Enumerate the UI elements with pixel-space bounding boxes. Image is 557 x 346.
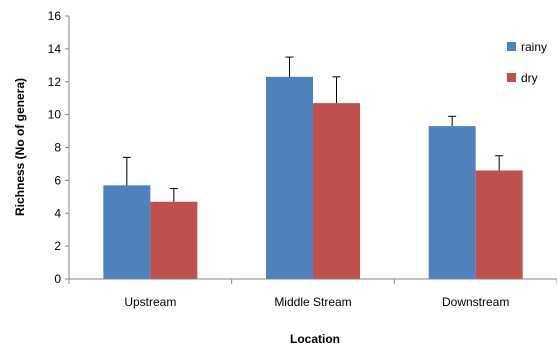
bar-dry-2	[475, 170, 523, 279]
y-tick-label: 0	[54, 272, 61, 286]
bar-dry-1	[313, 103, 360, 280]
y-tick-label: 2	[54, 239, 61, 253]
x-tick-label: Downstream	[442, 295, 509, 309]
y-tick-label: 6	[54, 173, 61, 187]
bar-rainy-1	[266, 76, 313, 279]
legend-swatch-rainy	[507, 42, 516, 51]
y-tick-label: 14	[48, 42, 62, 56]
y-axis-ticks: 0 2 4 6 8 10 12 14 16	[48, 9, 69, 286]
y-tick-label: 12	[48, 75, 62, 89]
y-tick-label: 8	[54, 141, 61, 155]
y-tick-label: 10	[48, 108, 62, 122]
legend: rainy dry	[507, 40, 547, 85]
bar-rainy-0	[103, 185, 151, 279]
plot-area	[103, 56, 523, 280]
x-axis-title: Location	[290, 332, 340, 346]
legend-label-rainy: rainy	[521, 40, 547, 54]
x-tick-label: Middle Stream	[274, 295, 351, 309]
x-tick-label: Upstream	[124, 295, 176, 309]
y-tick-label: 16	[48, 9, 62, 23]
legend-label-dry: dry	[521, 71, 538, 85]
x-axis-ticks: Upstream Middle Stream Downstream	[68, 279, 557, 309]
y-tick-label: 4	[54, 206, 61, 220]
bar-dry-0	[150, 201, 198, 279]
legend-swatch-dry	[507, 73, 516, 82]
y-axis-title: Richness (No of genera)	[13, 78, 27, 216]
bar-rainy-2	[428, 126, 476, 279]
